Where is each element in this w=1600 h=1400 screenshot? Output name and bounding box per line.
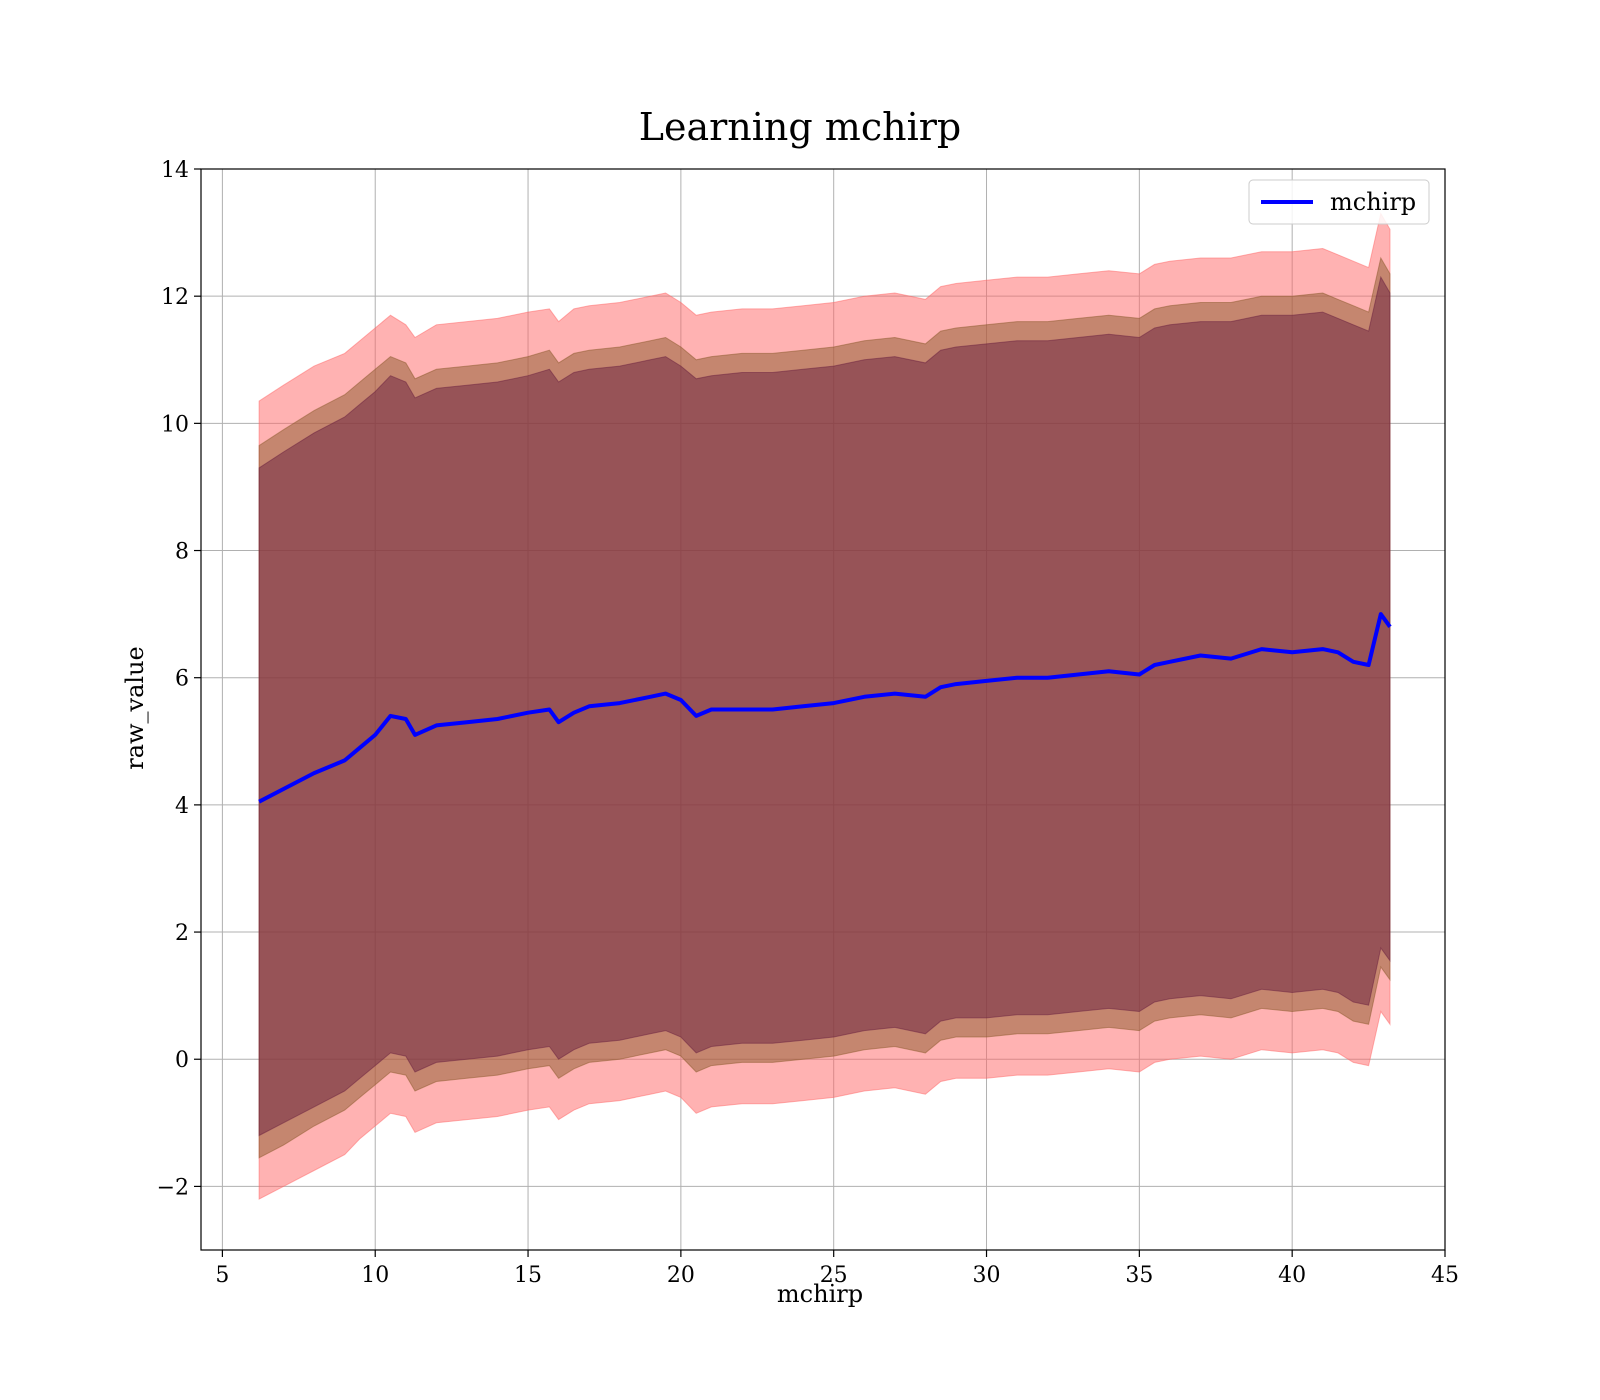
x-tick-label: 15 — [514, 1263, 542, 1288]
uncertainty-bands — [258, 212, 1391, 1200]
x-tick-label: 45 — [1431, 1263, 1459, 1288]
y-tick-label: 14 — [161, 158, 189, 183]
y-tick-label: 6 — [175, 667, 189, 692]
series-line-mchirp — [258, 612, 1392, 804]
y-tick-label: 12 — [161, 285, 189, 310]
uncertainty-band-3 — [258, 275, 1391, 1137]
y-tick-label: 8 — [175, 540, 189, 565]
x-tick-label: 25 — [820, 1263, 848, 1288]
legend-label-mchirp: mchirp — [1330, 188, 1416, 216]
x-tick-label: 5 — [215, 1263, 229, 1288]
plot-frame — [200, 168, 1446, 1251]
series-lines — [258, 612, 1392, 804]
x-tick-label: 40 — [1278, 1263, 1306, 1288]
legend: mchirp — [1248, 179, 1430, 225]
y-tick-label: 0 — [175, 1048, 189, 1073]
legend-box — [1248, 179, 1430, 225]
y-tick-label: 2 — [175, 921, 189, 946]
y-tick-label: 4 — [175, 794, 189, 819]
x-axis-label: mchirp — [777, 1280, 863, 1308]
y-tick-label: 10 — [161, 412, 189, 437]
x-tick-label: 10 — [361, 1263, 389, 1288]
y-axis-label: raw_value — [121, 646, 149, 770]
chart-title: Learning mchirp — [639, 105, 961, 149]
x-tick-label: 35 — [1125, 1263, 1153, 1288]
axis-ticks: 5 10 15 20 25 30 35 40 45 −2 0 2 4 6 8 10 12 14 — [157, 158, 1459, 1288]
x-tick-label: 20 — [667, 1263, 695, 1288]
x-tick-label: 30 — [973, 1263, 1001, 1288]
y-tick-label: −2 — [157, 1175, 189, 1200]
